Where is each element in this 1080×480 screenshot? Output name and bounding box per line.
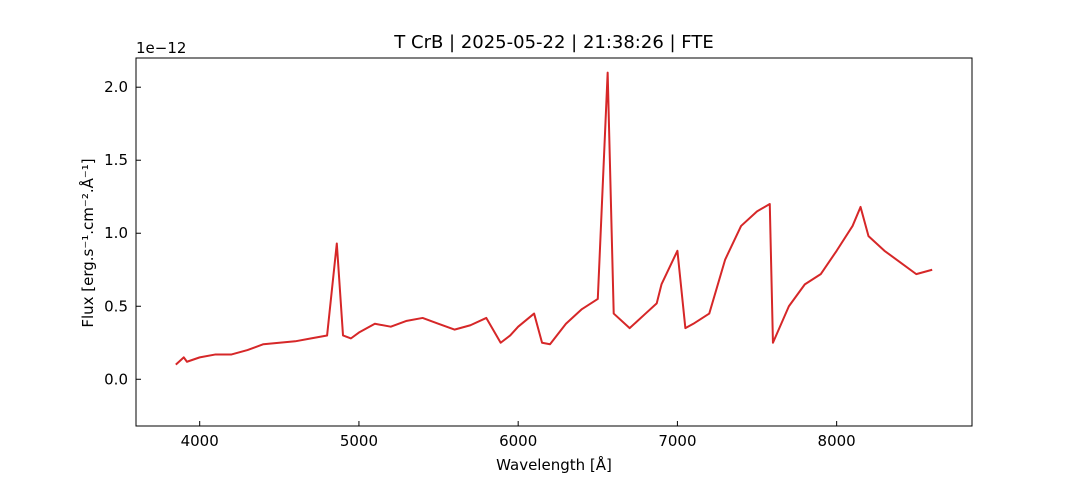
y-tick-label: 1.0 — [104, 224, 128, 242]
y-tick-label: 2.0 — [104, 78, 128, 96]
plot-frame — [135, 57, 973, 427]
x-axis-label: Wavelength [Å] — [496, 455, 612, 474]
y-tick-label: 1.5 — [104, 151, 128, 169]
plot-series-group — [175, 71, 933, 366]
y-axis-label: Flux [erg.s⁻¹.cm⁻².Å⁻¹] — [78, 158, 97, 327]
y-offset-label: 1e−12 — [136, 39, 186, 57]
x-tick-label: 5000 — [340, 432, 378, 450]
y-axis-ticks: 0.0 0.5 1.0 1.5 2.0 — [104, 78, 141, 388]
x-tick-label: 6000 — [499, 432, 537, 450]
y-tick-label: 0.0 — [104, 370, 128, 388]
x-tick-label: 4000 — [181, 432, 219, 450]
x-tick-label: 7000 — [658, 432, 696, 450]
x-axis-ticks: 4000 5000 6000 7000 8000 — [181, 421, 856, 450]
y-tick-label: 0.5 — [104, 297, 128, 315]
x-tick-label: 8000 — [818, 432, 856, 450]
chart-title: T CrB | 2025-05-22 | 21:38:26 | FTE — [393, 32, 713, 53]
spectrum-line — [175, 71, 933, 366]
